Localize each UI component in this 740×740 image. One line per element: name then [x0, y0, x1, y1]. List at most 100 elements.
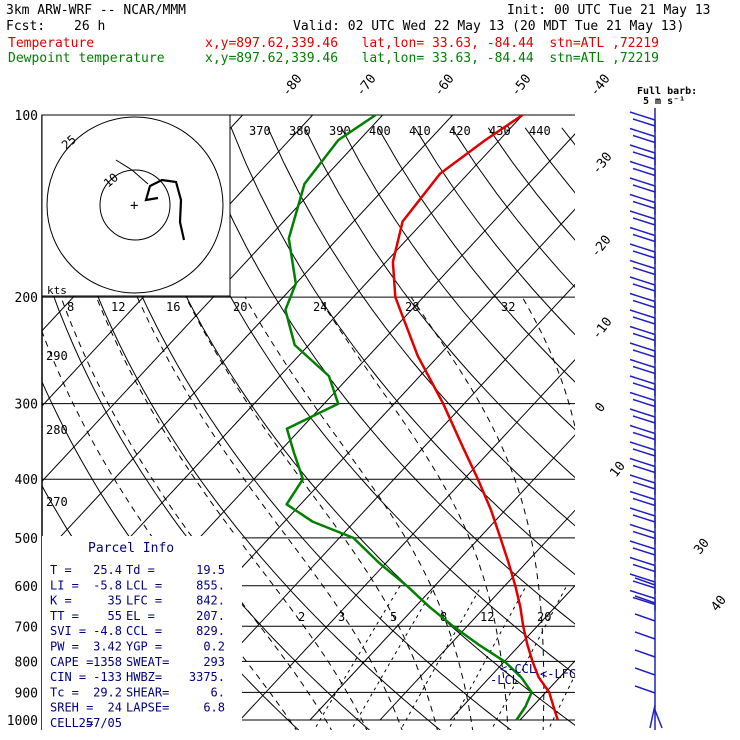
isotherm-line	[42, 115, 384, 483]
dry-adiabat	[561, 127, 575, 146]
parcel-info-cell: 3.42	[93, 640, 122, 654]
parcel-info-cell: 19.5	[196, 563, 225, 577]
parcel-info-cell: 842.	[196, 594, 225, 608]
theta-label: 410	[409, 124, 431, 138]
wind-barb	[634, 595, 656, 604]
theta-label-left: 270	[46, 495, 68, 509]
parcel-info-cell: 207.	[196, 609, 225, 623]
parcel-info-cell: T =	[50, 563, 72, 577]
forecast-hour: 26 h	[74, 19, 106, 34]
moist-adiabat	[318, 296, 509, 730]
parcel-info-cell: YGP =	[126, 640, 162, 654]
wind-barb	[629, 408, 656, 429]
wind-barb	[634, 685, 656, 694]
parcel-info-cell: 35	[108, 594, 122, 608]
mixing-ratio-label: 12	[480, 610, 494, 624]
wind-barb	[629, 424, 656, 446]
isotherm-line	[449, 584, 575, 721]
pressure-tick-label: 800	[15, 655, 38, 670]
wind-barb	[629, 457, 656, 479]
wind-barb	[629, 309, 656, 330]
isotherm-line	[379, 509, 575, 721]
theta-label: 400	[369, 124, 391, 138]
isotherm-label: -10	[589, 315, 615, 343]
parcel-info-cell: LAPSE=	[126, 701, 169, 715]
wind-barb	[629, 325, 656, 347]
wind-barb	[629, 193, 656, 215]
pressure-tick-label: 900	[15, 686, 38, 701]
init-time: Init: 00 UTC Tue 21 May 13	[507, 3, 711, 18]
parcel-info-cell: -133	[93, 670, 122, 684]
isotherm-label: -30	[589, 150, 615, 178]
full-barb-label: Full barb:	[637, 86, 697, 97]
mixing-ratio-line	[490, 585, 568, 730]
wind-barb	[629, 160, 656, 182]
dewpoint-location: x,y=897.62,339.46 lat,lon= 33.63, -84.44…	[205, 51, 659, 66]
hodograph-trace	[144, 178, 186, 241]
parcel-info-cell: LCL =	[126, 578, 162, 592]
isotherm-label: 0	[592, 400, 609, 415]
mixing-ratio-label: 8	[67, 300, 74, 314]
parcel-info-cell: Tc =	[50, 685, 79, 699]
dry-adiabat	[414, 127, 575, 336]
wind-barb	[629, 292, 656, 314]
isotherm-line	[169, 283, 575, 721]
sounding-profiles	[284, 113, 559, 721]
wind-barb	[629, 540, 656, 561]
mixing-ratio-label: 32	[501, 300, 515, 314]
isotherm-line	[519, 660, 575, 721]
ccl-label: <-CCL	[500, 662, 536, 676]
wind-barb	[629, 226, 656, 248]
wind-barb	[629, 375, 656, 396]
parcel-info-cell: PW =	[50, 640, 79, 654]
pressure-tick-label: 500	[15, 532, 38, 547]
mixing-ratio-line	[447, 585, 527, 730]
parcel-info-cell: 0.2	[203, 640, 225, 654]
pressure-tick-label: 1000	[7, 714, 38, 729]
hodograph-storm-vector	[115, 159, 149, 185]
moist-adiabat	[185, 296, 438, 730]
parcel-info-cell: -5.8	[93, 578, 122, 592]
pressure-tick-label: 300	[15, 398, 38, 413]
wind-barb	[629, 474, 656, 495]
parcel-info-cell: 829.	[196, 624, 225, 638]
parcel-info-cell: K =	[50, 594, 72, 608]
parcel-info-cell: LFC =	[126, 594, 162, 608]
mixing-ratio-label: 3	[338, 610, 345, 624]
parcel-info-cell: 29.2	[93, 685, 122, 699]
parcel-info-cell: 293	[203, 655, 225, 669]
theta-label: 390	[329, 124, 351, 138]
wind-barb	[629, 589, 656, 611]
wind-barb	[634, 649, 656, 658]
parcel-info-cell: CAPE =	[50, 655, 93, 669]
parcel-info-background	[42, 536, 242, 730]
mixing-ratio-line	[547, 674, 575, 730]
model-title: 3km ARW-WRF -- NCAR/MMM	[6, 3, 187, 18]
mixing-ratio-label: 12	[111, 300, 125, 314]
wind-barb	[629, 210, 656, 231]
mixing-ratio-line	[313, 585, 401, 730]
isotherm-label: 30	[691, 536, 712, 558]
isotherm-line	[239, 359, 575, 721]
wind-barb	[629, 111, 656, 132]
isotherm-label: -40	[587, 72, 613, 100]
dry-adiabat	[120, 127, 575, 726]
parcel-info-cell: SWEAT=	[126, 655, 169, 669]
parcel-info-cell: CIN =	[50, 670, 86, 684]
parcel-info-cell: HWBZ=	[126, 670, 162, 684]
wind-barb	[629, 391, 656, 413]
isotherm-label: 40	[708, 593, 729, 615]
wind-barb	[629, 507, 656, 528]
parcel-info-cell: 3375.	[189, 670, 225, 684]
theta-label: 370	[249, 124, 271, 138]
theta-label-left: 280	[46, 423, 68, 437]
parcel-info-cell: EL =	[126, 609, 155, 623]
temperature-profile	[391, 113, 559, 721]
pressure-tick-label: 600	[15, 580, 38, 595]
wind-barb	[629, 144, 656, 165]
isotherm-line	[309, 434, 575, 721]
parcel-info-cell: 6.	[211, 685, 225, 699]
pressure-tick-label: 400	[15, 473, 38, 488]
isotherm-line	[660, 115, 740, 720]
mixing-ratio-label: 2	[298, 610, 305, 624]
